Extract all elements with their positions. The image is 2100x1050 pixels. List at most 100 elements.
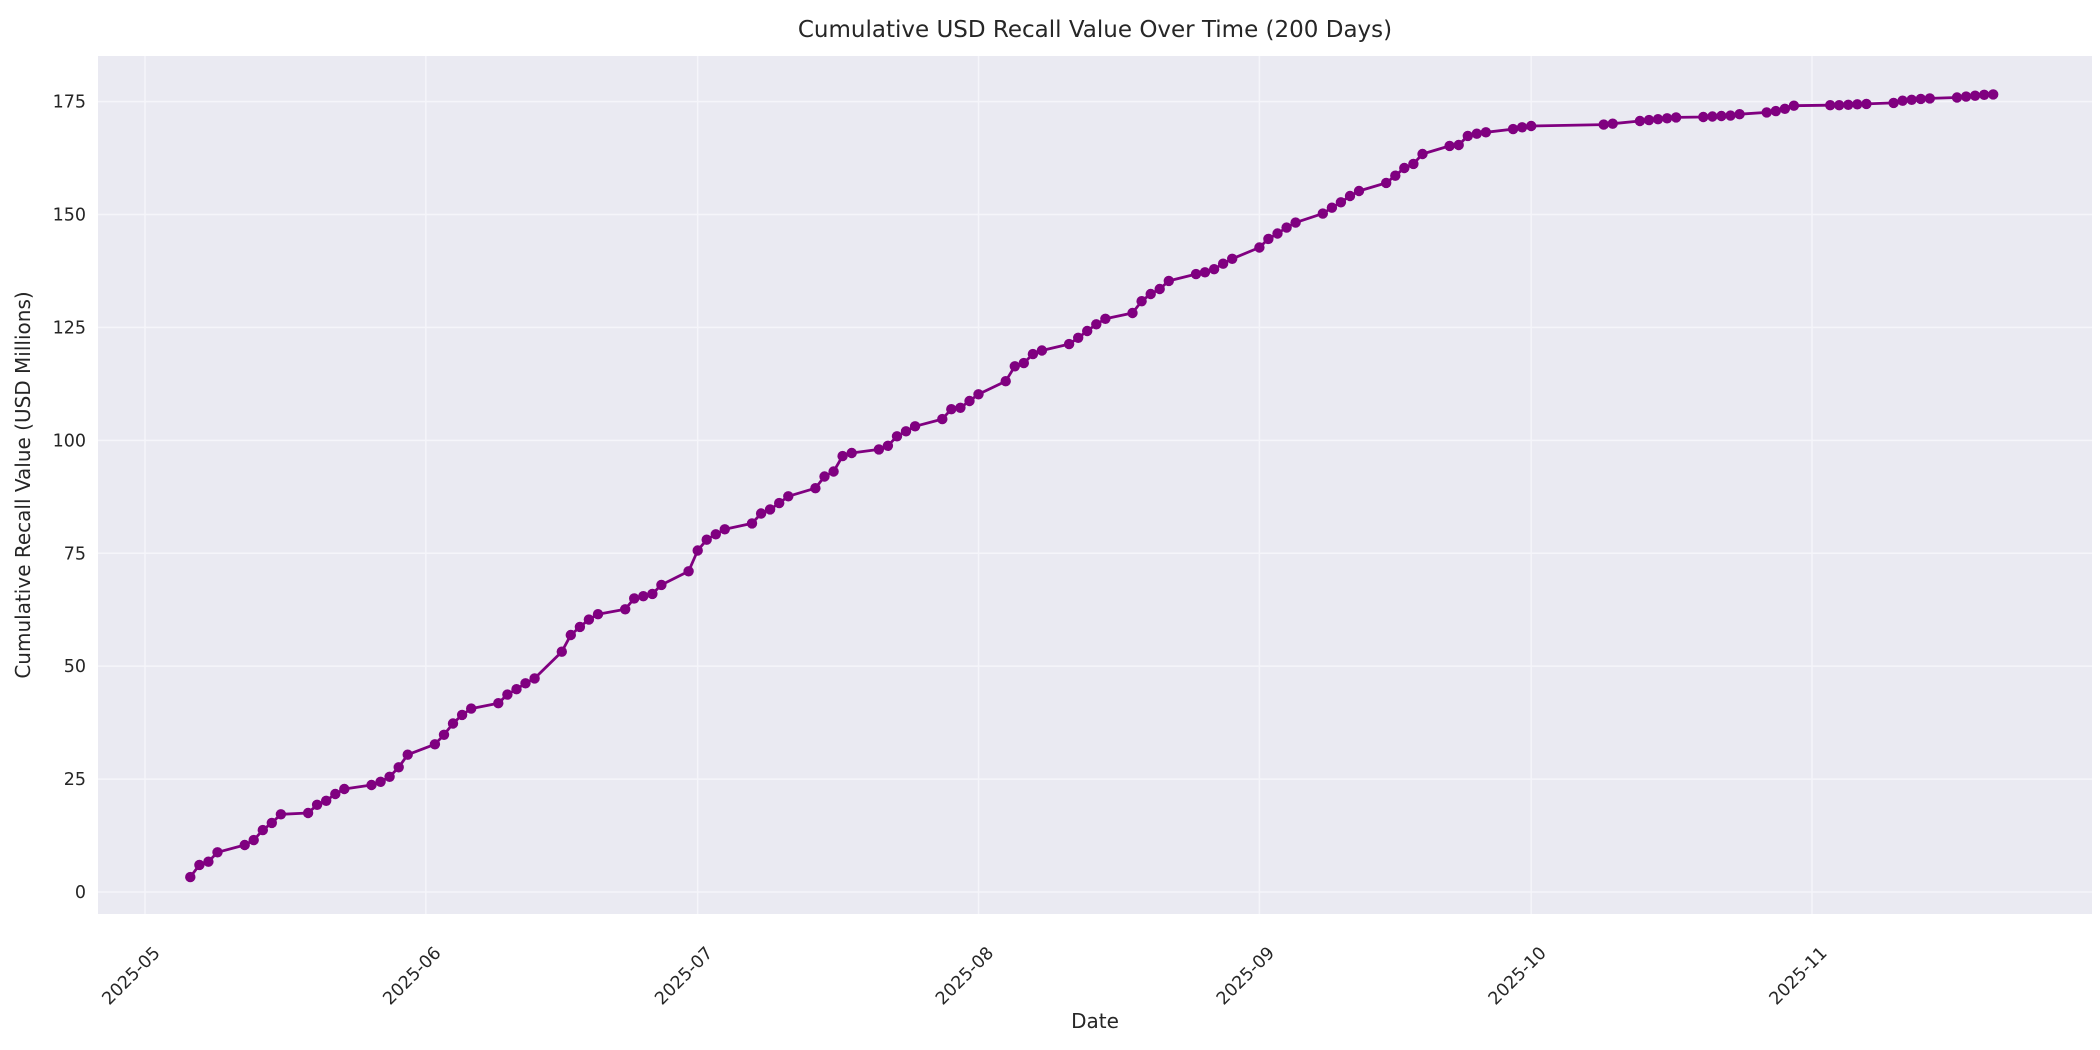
data-point-marker-icon xyxy=(755,508,767,519)
data-point-marker-icon xyxy=(1353,185,1365,197)
y-tick-label: 125 xyxy=(53,318,86,338)
data-point-marker-icon xyxy=(1670,112,1682,123)
data-point-marker-icon xyxy=(882,440,894,451)
data-point-marker-icon xyxy=(1027,348,1039,360)
data-point-marker-icon xyxy=(402,749,413,760)
data-point-marker-icon xyxy=(1788,100,1800,111)
data-point-marker-icon xyxy=(1281,222,1292,233)
data-point-marker-icon xyxy=(1607,118,1618,129)
y-tick-label: 0 xyxy=(75,883,86,903)
chart-title: Cumulative USD Recall Value Over Time (2… xyxy=(798,17,1392,43)
data-point-marker-icon xyxy=(1698,111,1709,123)
data-point-marker-icon xyxy=(239,839,250,851)
data-point-marker-icon xyxy=(1227,253,1238,264)
data-point-marker-icon xyxy=(1381,177,1392,189)
data-point-marker-icon xyxy=(1290,217,1301,228)
y-tick-label: 75 xyxy=(64,544,86,564)
data-point-marker-icon xyxy=(1190,268,1202,280)
data-point-marker-icon xyxy=(783,491,794,502)
data-point-marker-icon xyxy=(719,524,730,535)
data-point-marker-icon xyxy=(937,413,948,425)
data-point-marker-icon xyxy=(1471,128,1483,139)
data-point-marker-icon xyxy=(529,673,540,684)
data-point-marker-icon xyxy=(583,614,595,625)
data-point-marker-icon xyxy=(1507,123,1519,135)
data-point-marker-icon xyxy=(1834,100,1845,111)
data-point-marker-icon xyxy=(1516,122,1528,133)
data-point-marker-icon xyxy=(1897,95,1908,106)
data-point-marker-icon xyxy=(1734,109,1745,120)
data-point-marker-icon xyxy=(1399,162,1410,174)
data-point-marker-icon xyxy=(185,871,196,883)
data-point-marker-icon xyxy=(1154,283,1165,295)
data-point-marker-icon xyxy=(1100,313,1111,324)
data-point-marker-icon xyxy=(321,795,332,806)
data-point-marker-icon xyxy=(1036,345,1048,356)
series-markers xyxy=(185,89,1999,883)
data-point-marker-icon xyxy=(447,718,459,729)
x-tick-label: 2025-06 xyxy=(380,943,446,1009)
data-point-marker-icon xyxy=(556,646,567,657)
data-point-marker-icon xyxy=(194,859,205,871)
data-point-marker-icon xyxy=(973,389,984,400)
data-point-marker-icon xyxy=(1009,361,1020,372)
data-point-marker-icon xyxy=(429,739,441,750)
data-point-marker-icon xyxy=(846,447,857,459)
data-point-marker-icon xyxy=(384,771,395,782)
data-point-marker-icon xyxy=(1843,99,1854,111)
data-point-marker-icon xyxy=(1390,170,1401,181)
data-point-marker-icon xyxy=(1861,98,1872,110)
y-tick-label: 150 xyxy=(53,206,86,226)
data-point-marker-icon xyxy=(456,709,468,721)
data-point-marker-icon xyxy=(1652,114,1664,125)
data-point-marker-icon xyxy=(1408,158,1419,170)
data-point-marker-icon xyxy=(311,799,323,810)
data-point-marker-icon xyxy=(1272,228,1283,239)
data-point-marker-icon xyxy=(302,807,314,819)
data-point-marker-icon xyxy=(248,834,259,846)
data-point-marker-icon xyxy=(502,689,513,700)
data-point-marker-icon xyxy=(1444,140,1455,152)
data-point-marker-icon xyxy=(1082,325,1093,337)
data-point-marker-icon xyxy=(511,684,522,695)
data-point-marker-icon xyxy=(1969,90,1981,101)
data-point-marker-icon xyxy=(1852,99,1863,110)
x-tick-label: 2025-09 xyxy=(1213,943,1279,1009)
data-point-marker-icon xyxy=(1163,275,1175,287)
data-point-marker-icon xyxy=(1761,107,1772,118)
data-point-marker-icon xyxy=(774,497,785,509)
data-point-marker-icon xyxy=(656,579,667,591)
data-point-marker-icon xyxy=(1924,93,1936,104)
data-point-marker-icon xyxy=(819,471,830,482)
data-point-marker-icon xyxy=(330,788,341,800)
data-point-marker-icon xyxy=(493,698,504,709)
data-point-marker-icon xyxy=(837,450,848,462)
data-point-marker-icon xyxy=(647,588,658,600)
data-point-marker-icon xyxy=(1018,357,1029,369)
data-point-marker-icon xyxy=(620,604,631,615)
data-point-marker-icon xyxy=(1951,92,1963,103)
y-axis-label: Cumulative Recall Value (USD Millions) xyxy=(11,291,35,678)
data-point-marker-icon xyxy=(339,783,350,795)
data-point-marker-icon xyxy=(393,762,404,773)
data-point-marker-icon xyxy=(1634,115,1646,127)
data-point-marker-icon xyxy=(1199,267,1211,278)
y-tick-label: 175 xyxy=(53,93,86,113)
data-point-marker-icon xyxy=(873,444,885,455)
data-point-marker-icon xyxy=(1779,103,1791,115)
y-tick-label: 100 xyxy=(53,431,86,451)
data-point-marker-icon xyxy=(1000,376,1011,387)
data-point-marker-icon xyxy=(574,621,586,633)
data-point-marker-icon xyxy=(1073,332,1084,343)
x-tick-label: 2025-08 xyxy=(932,943,998,1009)
data-point-marker-icon xyxy=(710,529,721,540)
data-point-marker-icon xyxy=(1344,190,1356,202)
data-point-marker-icon xyxy=(275,809,287,820)
data-point-marker-icon xyxy=(1707,111,1718,122)
data-point-marker-icon xyxy=(1960,91,1972,102)
data-point-marker-icon xyxy=(1453,139,1464,151)
data-point-marker-icon xyxy=(1906,94,1917,106)
x-axis-label: Date xyxy=(1071,1009,1119,1033)
data-point-marker-icon xyxy=(1335,197,1347,208)
